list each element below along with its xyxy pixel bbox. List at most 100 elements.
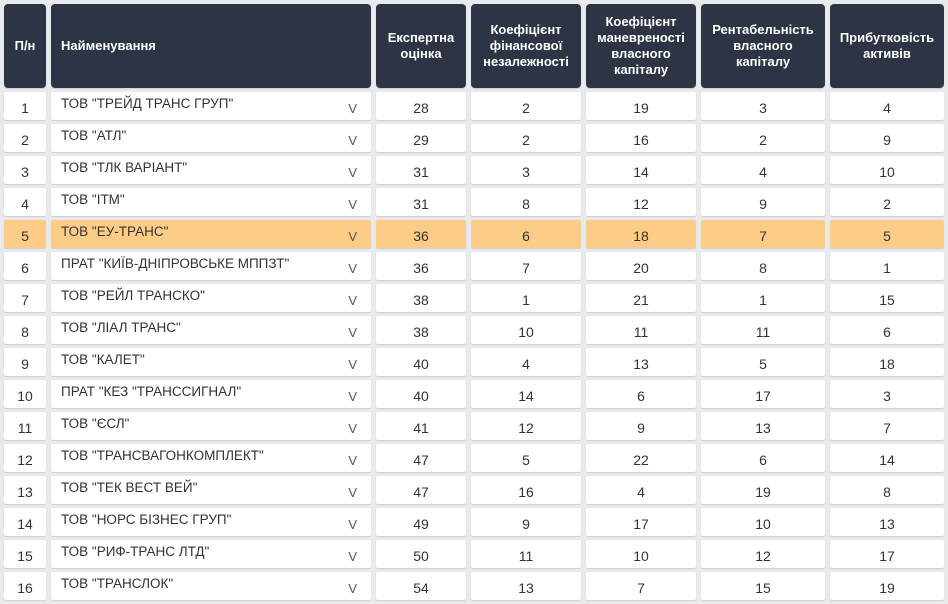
cell-expert: 47 bbox=[376, 476, 466, 504]
cell-expert: 36 bbox=[376, 252, 466, 280]
cell-man: 21 bbox=[586, 284, 696, 312]
chevron-down-icon[interactable]: V bbox=[348, 164, 357, 180]
chevron-down-icon[interactable]: V bbox=[348, 420, 357, 436]
table-row[interactable]: 12 ТОВ "ТРАНСВАГОНКОМПЛЕКТ" V 47 5 22 6 14 bbox=[4, 444, 948, 472]
header-expert[interactable]: Експертна оцінка bbox=[376, 4, 466, 88]
cell-name: ТОВ "ТРЕЙД ТРАНС ГРУП" V bbox=[51, 92, 371, 120]
cell-ren: 17 bbox=[701, 380, 825, 408]
cell-ren: 13 bbox=[701, 412, 825, 440]
cell-man: 16 bbox=[586, 124, 696, 152]
cell-ren: 7 bbox=[701, 220, 825, 248]
cell-man: 11 bbox=[586, 316, 696, 344]
chevron-down-icon[interactable]: V bbox=[348, 132, 357, 148]
cell-fin: 14 bbox=[471, 380, 581, 408]
chevron-down-icon[interactable]: V bbox=[348, 196, 357, 212]
table-row[interactable]: 8 ТОВ "ЛІАЛ ТРАНС" V 38 10 11 11 6 bbox=[4, 316, 948, 344]
table-header: П/н Найменування Експертна оцінка Коефіц… bbox=[4, 4, 948, 88]
cell-name: ТОВ "ТРАНСЛОК" V bbox=[51, 572, 371, 600]
cell-ren: 5 bbox=[701, 348, 825, 376]
table-row[interactable]: 6 ПРАТ "КИЇВ-ДНІПРОВСЬКЕ МППЗТ" V 36 7 20 8 1 bbox=[4, 252, 948, 280]
header-man[interactable]: Коефіцієнт маневреності власного капітал… bbox=[586, 4, 696, 88]
chevron-down-icon[interactable]: V bbox=[348, 100, 357, 116]
chevron-down-icon[interactable]: V bbox=[348, 228, 357, 244]
cell-fin: 11 bbox=[471, 540, 581, 568]
chevron-down-icon[interactable]: V bbox=[348, 580, 357, 596]
company-name: ТОВ "ЕУ-ТРАНС" bbox=[61, 224, 169, 239]
table-row[interactable]: 14 ТОВ "НОРС БІЗНЕС ГРУП" V 49 9 17 10 13 bbox=[4, 508, 948, 536]
cell-expert: 31 bbox=[376, 188, 466, 216]
cell-name: ТОВ "ТЕК ВЕСТ ВЕЙ" V bbox=[51, 476, 371, 504]
chevron-down-icon[interactable]: V bbox=[348, 260, 357, 276]
header-num[interactable]: П/н bbox=[4, 4, 46, 88]
cell-fin: 5 bbox=[471, 444, 581, 472]
cell-fin: 16 bbox=[471, 476, 581, 504]
cell-num: 4 bbox=[4, 188, 46, 216]
chevron-down-icon[interactable]: V bbox=[348, 484, 357, 500]
header-pri[interactable]: Прибутковість активів bbox=[830, 4, 944, 88]
cell-num: 5 bbox=[4, 220, 46, 248]
chevron-down-icon[interactable]: V bbox=[348, 388, 357, 404]
cell-fin: 4 bbox=[471, 348, 581, 376]
cell-expert: 47 bbox=[376, 444, 466, 472]
company-name: ТОВ "РИФ-ТРАНС ЛТД" bbox=[61, 544, 210, 559]
table-row[interactable]: 2 ТОВ "АТЛ" V 29 2 16 2 9 bbox=[4, 124, 948, 152]
chevron-down-icon[interactable]: V bbox=[348, 292, 357, 308]
header-fin[interactable]: Коефіцієнт фінансової незалежності bbox=[471, 4, 581, 88]
cell-man: 20 bbox=[586, 252, 696, 280]
cell-name: ТОВ "КАЛЕТ" V bbox=[51, 348, 371, 376]
header-ren[interactable]: Рентабельність власного капіталу bbox=[701, 4, 825, 88]
cell-man: 7 bbox=[586, 572, 696, 600]
chevron-down-icon[interactable]: V bbox=[348, 452, 357, 468]
cell-man: 17 bbox=[586, 508, 696, 536]
cell-man: 9 bbox=[586, 412, 696, 440]
cell-expert: 29 bbox=[376, 124, 466, 152]
chevron-down-icon[interactable]: V bbox=[348, 516, 357, 532]
cell-num: 2 bbox=[4, 124, 46, 152]
cell-pri: 3 bbox=[830, 380, 944, 408]
chevron-down-icon[interactable]: V bbox=[348, 356, 357, 372]
company-name: ТОВ "РЕЙЛ ТРАНСКО" bbox=[61, 288, 205, 303]
table-body: 1 ТОВ "ТРЕЙД ТРАНС ГРУП" V 28 2 19 3 4 2 ТОВ "АТЛ… bbox=[4, 92, 948, 600]
table-row[interactable]: 16 ТОВ "ТРАНСЛОК" V 54 13 7 15 19 bbox=[4, 572, 948, 600]
table-row[interactable]: 13 ТОВ "ТЕК ВЕСТ ВЕЙ" V 47 16 4 19 8 bbox=[4, 476, 948, 504]
cell-pri: 19 bbox=[830, 572, 944, 600]
cell-pri: 13 bbox=[830, 508, 944, 536]
table-row[interactable]: 10 ПРАТ "КЕЗ "ТРАНССИГНАЛ" V 40 14 6 17 3 bbox=[4, 380, 948, 408]
cell-pri: 14 bbox=[830, 444, 944, 472]
table-row[interactable]: 15 ТОВ "РИФ-ТРАНС ЛТД" V 50 11 10 12 17 bbox=[4, 540, 948, 568]
cell-num: 16 bbox=[4, 572, 46, 600]
table-row[interactable]: 3 ТОВ "ТЛК ВАРІАНТ" V 31 3 14 4 10 bbox=[4, 156, 948, 184]
cell-ren: 10 bbox=[701, 508, 825, 536]
cell-name: ПРАТ "КИЇВ-ДНІПРОВСЬКЕ МППЗТ" V bbox=[51, 252, 371, 280]
cell-name: ТОВ "ЄСЛ" V bbox=[51, 412, 371, 440]
cell-ren: 11 bbox=[701, 316, 825, 344]
cell-pri: 5 bbox=[830, 220, 944, 248]
header-name[interactable]: Найменування bbox=[51, 4, 371, 88]
table-row[interactable]: 9 ТОВ "КАЛЕТ" V 40 4 13 5 18 bbox=[4, 348, 948, 376]
cell-name: ТОВ "НОРС БІЗНЕС ГРУП" V bbox=[51, 508, 371, 536]
table-row[interactable]: 7 ТОВ "РЕЙЛ ТРАНСКО" V 38 1 21 1 15 bbox=[4, 284, 948, 312]
cell-num: 1 bbox=[4, 92, 46, 120]
company-name: ПРАТ "КИЇВ-ДНІПРОВСЬКЕ МППЗТ" bbox=[61, 256, 290, 271]
table-row[interactable]: 5 ТОВ "ЕУ-ТРАНС" V 36 6 18 7 5 bbox=[4, 220, 948, 248]
cell-ren: 12 bbox=[701, 540, 825, 568]
table-row[interactable]: 1 ТОВ "ТРЕЙД ТРАНС ГРУП" V 28 2 19 3 4 bbox=[4, 92, 948, 120]
company-name: ТОВ "ТЛК ВАРІАНТ" bbox=[61, 160, 188, 175]
table-row[interactable]: 4 ТОВ "ІТМ" V 31 8 12 9 2 bbox=[4, 188, 948, 216]
cell-fin: 2 bbox=[471, 92, 581, 120]
company-name: ТОВ "ТРЕЙД ТРАНС ГРУП" bbox=[61, 96, 234, 111]
company-name: ТОВ "ІТМ" bbox=[61, 192, 125, 207]
cell-ren: 3 bbox=[701, 92, 825, 120]
cell-expert: 28 bbox=[376, 92, 466, 120]
cell-man: 19 bbox=[586, 92, 696, 120]
cell-fin: 6 bbox=[471, 220, 581, 248]
chevron-down-icon[interactable]: V bbox=[348, 324, 357, 340]
cell-name: ТОВ "АТЛ" V bbox=[51, 124, 371, 152]
cell-expert: 50 bbox=[376, 540, 466, 568]
chevron-down-icon[interactable]: V bbox=[348, 548, 357, 564]
cell-fin: 9 bbox=[471, 508, 581, 536]
table-row[interactable]: 11 ТОВ "ЄСЛ" V 41 12 9 13 7 bbox=[4, 412, 948, 440]
cell-pri: 1 bbox=[830, 252, 944, 280]
cell-pri: 7 bbox=[830, 412, 944, 440]
cell-name: ТОВ "ТРАНСВАГОНКОМПЛЕКТ" V bbox=[51, 444, 371, 472]
